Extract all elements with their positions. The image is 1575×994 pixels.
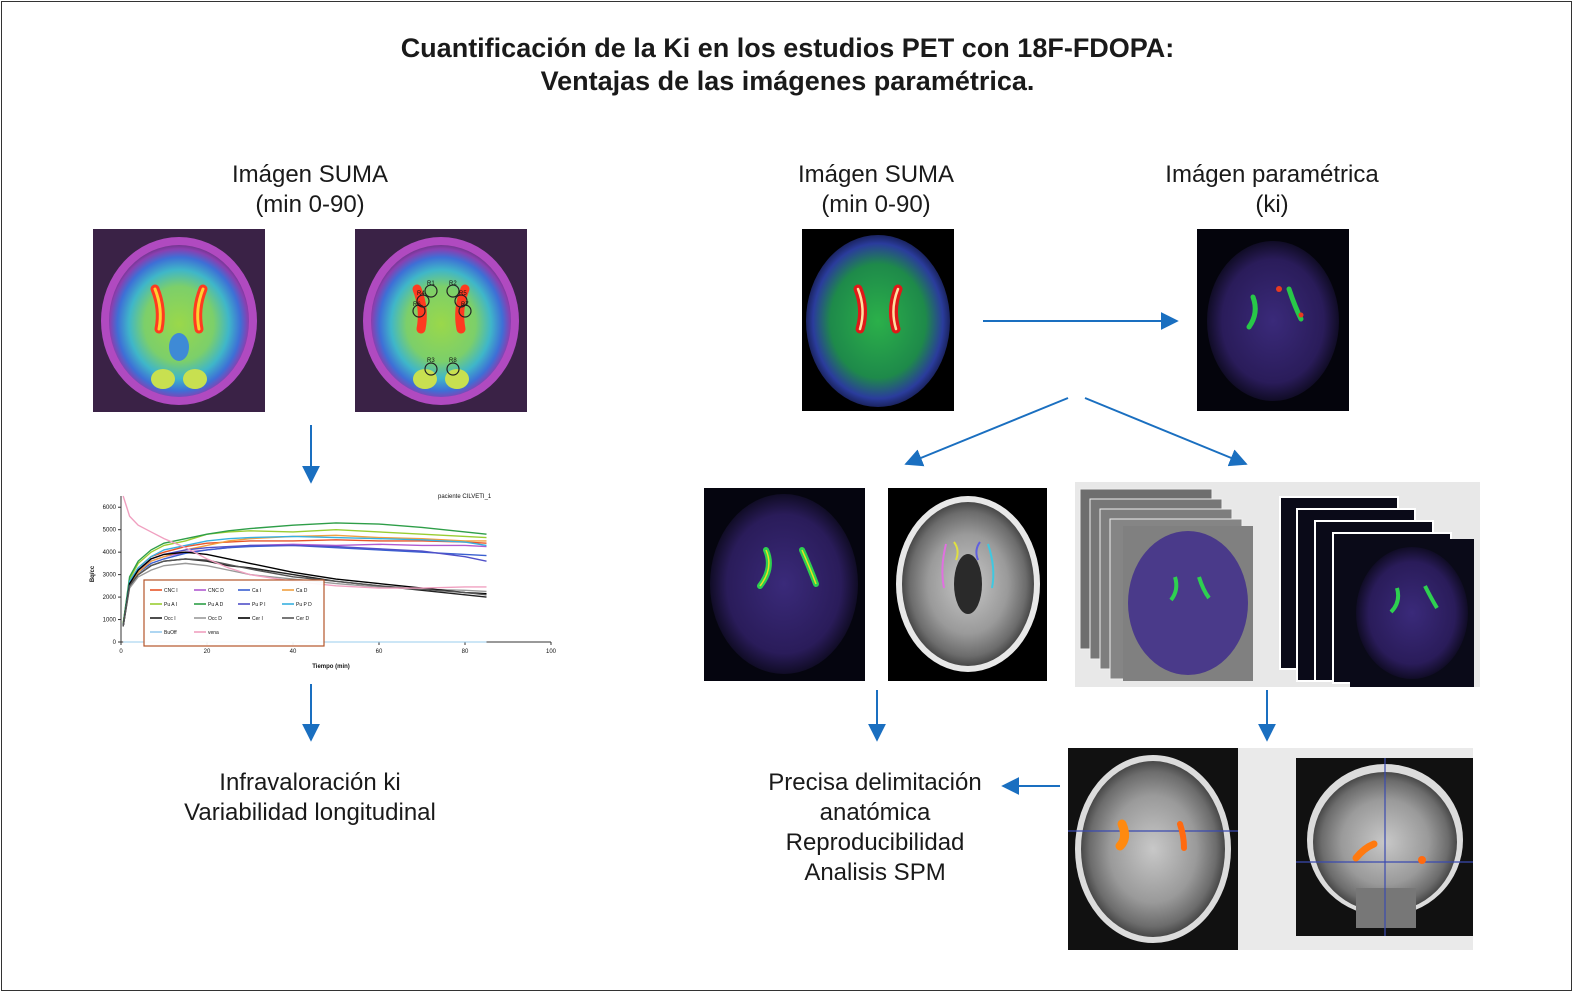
parametric-roi-image [704, 488, 865, 681]
legend-entry: Pu P D [296, 602, 312, 608]
chart-title: paciente CILVETI_1 [438, 494, 492, 500]
right-result-line3: Reproducibilidad [785, 829, 965, 856]
x-tick-label: 80 [462, 649, 469, 655]
title-line-1: Cuantificación de la Ki en los estudios … [400, 33, 1175, 63]
legend-entry: Cer D [296, 616, 309, 622]
legend-entry: Cer I [252, 616, 263, 622]
right-result-line2: anatómica [819, 799, 931, 826]
legend-entry: Ca D [296, 588, 308, 594]
series-line-pu-a-i [122, 528, 487, 625]
legend-entry: vena [208, 630, 219, 636]
left-result-line1: Infravaloración ki [219, 769, 401, 796]
legend-entry: BuOff [164, 630, 177, 636]
legend-entry: Occ D [208, 616, 222, 622]
legend-entry: Pu P I [252, 602, 266, 608]
suma-pet-image-left [93, 229, 265, 412]
spm-overlay-panel [1068, 748, 1473, 950]
left-result-text: Infravaloración ki Variabilidad longitud… [150, 768, 470, 828]
x-tick-label: 40 [290, 649, 297, 655]
figure-title: Cuantificación de la Ki en los estudios … [0, 32, 1575, 98]
mri-axial-roi-image [888, 488, 1047, 681]
arrow-down-right-to-frames [1084, 397, 1248, 467]
parametric-label: Imágen paramétrica (ki) [1142, 160, 1402, 220]
right-result-line1: Precisa delimitación [768, 769, 982, 796]
title-line-2: Ventajas de las imágenes paramétrica. [540, 66, 1035, 96]
series-line-pu-p-d [122, 535, 487, 627]
y-tick-label: 4000 [103, 550, 117, 556]
roi-label-r3: R3 [427, 358, 435, 364]
roi-label-r1: R1 [427, 281, 435, 287]
series-line-pu-a-d [122, 522, 487, 625]
left-suma-label-line1: Imágen SUMA [231, 161, 389, 188]
legend-entry: CNC I [164, 588, 178, 594]
mri-coronal-overlay [1296, 758, 1473, 936]
arrow-down-left-to-roi [904, 397, 1069, 467]
series-line-cer-i [122, 551, 487, 627]
legend-entry: Occ I [164, 616, 176, 622]
x-tick-label: 100 [546, 649, 557, 655]
x-tick-label: 20 [204, 649, 211, 655]
mid-suma-label: Imágen SUMA (min 0-90) [756, 160, 996, 220]
y-tick-label: 6000 [103, 505, 117, 511]
parametric-label-line1: Imágen paramétrica [1165, 161, 1379, 188]
roi-label-r6: R6 [413, 302, 421, 308]
mid-suma-label-line1: Imágen SUMA [797, 161, 955, 188]
parametric-ki-image [1197, 229, 1349, 411]
right-result-text: Precisa delimitación anatómica Reproduci… [745, 768, 1005, 888]
chart-x-axis-label: Tiempo (min) [312, 664, 350, 670]
y-tick-label: 2000 [103, 595, 117, 601]
legend-entry: Ca I [252, 588, 261, 594]
left-result-line2: Variabilidad longitudinal [184, 799, 436, 826]
x-tick-label: 60 [376, 649, 383, 655]
legend-entry: Pu A D [208, 602, 224, 608]
roi-label-r8: R8 [449, 358, 457, 364]
mid-suma-label-line2: (min 0-90) [821, 191, 931, 218]
left-suma-label-line2: (min 0-90) [255, 191, 365, 218]
series-line-vena [122, 495, 487, 589]
y-tick-label: 0 [113, 640, 117, 646]
suma-pet-image-green [802, 229, 954, 411]
series-line-ca-d [122, 534, 487, 627]
right-result-line4: Analisis SPM [804, 859, 946, 886]
x-tick-label: 0 [119, 649, 123, 655]
frame-stacks-panel [1075, 482, 1480, 687]
time-activity-chart-svg: paciente CILVETI_1 Tiempo (min) Bq/cc 0 1… [90, 494, 557, 670]
y-tick-label: 5000 [103, 528, 117, 534]
roi-label-r4: R4 [417, 291, 425, 297]
y-tick-label: 3000 [103, 573, 117, 579]
left-suma-label: Imágen SUMA (min 0-90) [190, 160, 430, 220]
legend-entry: CNC D [208, 588, 224, 594]
mri-axial-overlay [1068, 748, 1238, 950]
legend-entry: Pu A I [164, 602, 177, 608]
roi-label-r7: R7 [461, 302, 469, 308]
roi-label-r5: R5 [459, 291, 467, 297]
suma-pet-image-with-rois: R1 R2 R4 R5 R6 R7 R3 R8 [355, 229, 527, 412]
dynamic-frames-stack [1079, 488, 1253, 681]
roi-label-r2: R2 [449, 281, 457, 287]
parametric-label-line2: (ki) [1255, 191, 1289, 218]
chart-y-axis-label: Bq/cc [90, 565, 96, 582]
chart-legend [143, 579, 325, 647]
time-activity-chart: paciente CILVETI_1 Tiempo (min) Bq/cc 0 1… [86, 476, 561, 676]
y-tick-label: 1000 [103, 618, 117, 624]
parametric-frames-stack [1279, 496, 1474, 687]
